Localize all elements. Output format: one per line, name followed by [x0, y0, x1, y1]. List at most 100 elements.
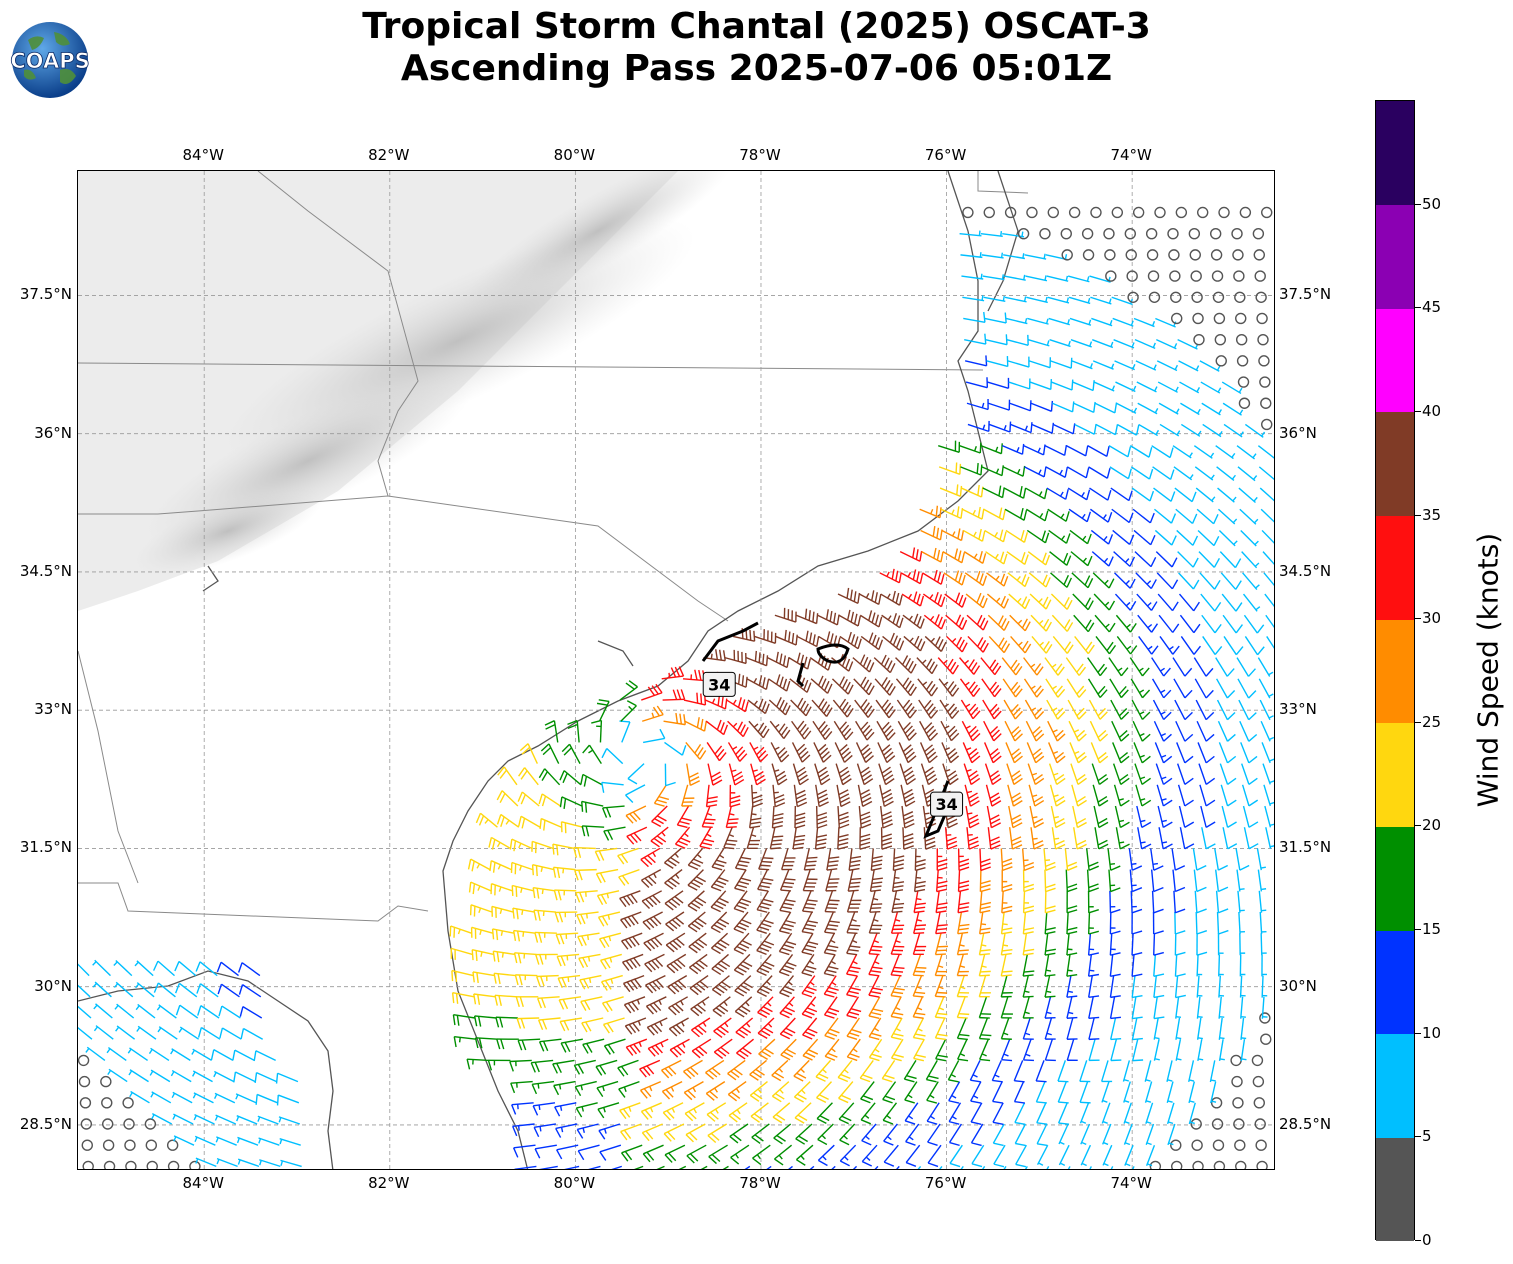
- colorbar-tick-label: 10: [1422, 1023, 1442, 1042]
- wind-barb: [1218, 954, 1224, 977]
- wind-barb: [135, 1003, 156, 1019]
- wind-barb: [1048, 317, 1070, 326]
- wind-barb: [662, 689, 686, 701]
- wind-barb: [625, 784, 646, 804]
- lat-tick-label-right: 28.5°N: [1279, 1114, 1332, 1133]
- wind-barb: [943, 570, 966, 586]
- wind-barb: [1080, 1123, 1091, 1145]
- wind-barb: [1221, 805, 1237, 828]
- wind-barb: [1236, 869, 1245, 892]
- wind-barb: [1115, 381, 1137, 393]
- wind-barb: [1128, 848, 1143, 871]
- wind-barb: [978, 1017, 992, 1041]
- wind-barb: [469, 904, 493, 917]
- wind-barb: [1087, 911, 1099, 935]
- wind-barb: [491, 928, 515, 941]
- wind-barb: [1025, 275, 1048, 282]
- wind-barb: [533, 909, 556, 921]
- wind-barb: [880, 827, 893, 850]
- wind-barb: [1024, 699, 1045, 720]
- wind-barb: [1024, 466, 1047, 478]
- wind-barb: [706, 742, 727, 762]
- wind-barb: [1178, 360, 1200, 372]
- wind-barb: [1238, 911, 1245, 935]
- wind-barb: [1231, 227, 1243, 240]
- wind-barb: [1022, 911, 1035, 935]
- wind-barb: [1222, 827, 1238, 850]
- wind-barb: [831, 676, 854, 695]
- wind-barb: [656, 1165, 665, 1169]
- wind-barb: [1176, 763, 1194, 785]
- wind-barb: [512, 1123, 535, 1137]
- wind-barb: [1210, 249, 1223, 261]
- wind-barb: [838, 1081, 854, 1104]
- wind-barb: [1044, 444, 1068, 457]
- wind-barb: [166, 1139, 179, 1151]
- wind-barb: [727, 742, 748, 762]
- lat-tick-label-left: 33°N: [34, 700, 72, 719]
- colorbar-tick-label: 35: [1422, 505, 1442, 524]
- wind-barb: [756, 911, 774, 934]
- wind-barb: [466, 1058, 490, 1070]
- wind-barb: [1194, 678, 1214, 699]
- wind-barb: [1242, 593, 1261, 612]
- wind-barb: [1004, 296, 1027, 303]
- wind-barb: [1172, 445, 1193, 459]
- wind-barb: [79, 1097, 92, 1109]
- wind-barb: [192, 1070, 213, 1083]
- wind-barb: [923, 614, 947, 630]
- wind-barb: [1073, 827, 1087, 850]
- wind-barb: [801, 932, 819, 956]
- wind-barb: [795, 1123, 813, 1145]
- wind-barb: [1049, 338, 1071, 348]
- wind-barb: [710, 890, 729, 913]
- wind-barb: [1002, 678, 1023, 698]
- wind-barb: [1028, 357, 1052, 369]
- wind-barb: [1026, 529, 1050, 544]
- wind-barb: [1147, 270, 1160, 282]
- wind-barb: [1193, 445, 1215, 459]
- wind-barb: [1215, 678, 1236, 699]
- wind-barb: [902, 613, 925, 629]
- wind-barb: [1193, 333, 1205, 346]
- wind-barb: [959, 442, 982, 454]
- wind-barb: [1115, 614, 1137, 633]
- wind-barb: [560, 821, 583, 834]
- wind-barb: [1134, 339, 1156, 349]
- wind-barb: [582, 1038, 605, 1054]
- wind-barb: [1003, 699, 1023, 720]
- wind-barb: [1093, 805, 1109, 829]
- wind-barb: [987, 827, 1001, 850]
- wind-barb: [779, 975, 795, 998]
- wind-barb: [588, 1165, 601, 1169]
- wind-barb: [881, 1060, 896, 1083]
- contour-label-text: 34: [935, 795, 957, 814]
- wind-barb: [771, 1081, 790, 1103]
- wind-barb: [1174, 954, 1186, 978]
- wind-barb: [920, 525, 943, 541]
- wind-barb: [1001, 657, 1023, 676]
- wind-barb: [1113, 784, 1130, 807]
- wind-barb: [1232, 249, 1244, 261]
- wind-barb: [944, 592, 967, 608]
- wind-barb: [868, 1038, 883, 1062]
- wind-barb: [92, 981, 112, 998]
- wind-barb: [754, 629, 777, 644]
- wind-barb: [1131, 487, 1155, 502]
- wind-barb: [839, 631, 862, 650]
- wind-barb: [1036, 1123, 1048, 1147]
- wind-barb: [904, 1102, 919, 1125]
- wind-barb: [1218, 975, 1225, 998]
- colorbar-tick-label: 30: [1422, 609, 1442, 628]
- colorbar-segment: [1376, 722, 1414, 827]
- wind-barb: [218, 1005, 241, 1019]
- wind-barb: [674, 826, 691, 849]
- wind-barb: [1087, 933, 1099, 956]
- wind-barb: [1067, 275, 1090, 283]
- wind-barb: [846, 1017, 862, 1041]
- wind-barb: [769, 720, 791, 740]
- wind-barb: [513, 952, 537, 964]
- wind-barb: [707, 763, 723, 786]
- wind-barb: [1131, 1017, 1143, 1041]
- wind-barb: [1001, 869, 1013, 893]
